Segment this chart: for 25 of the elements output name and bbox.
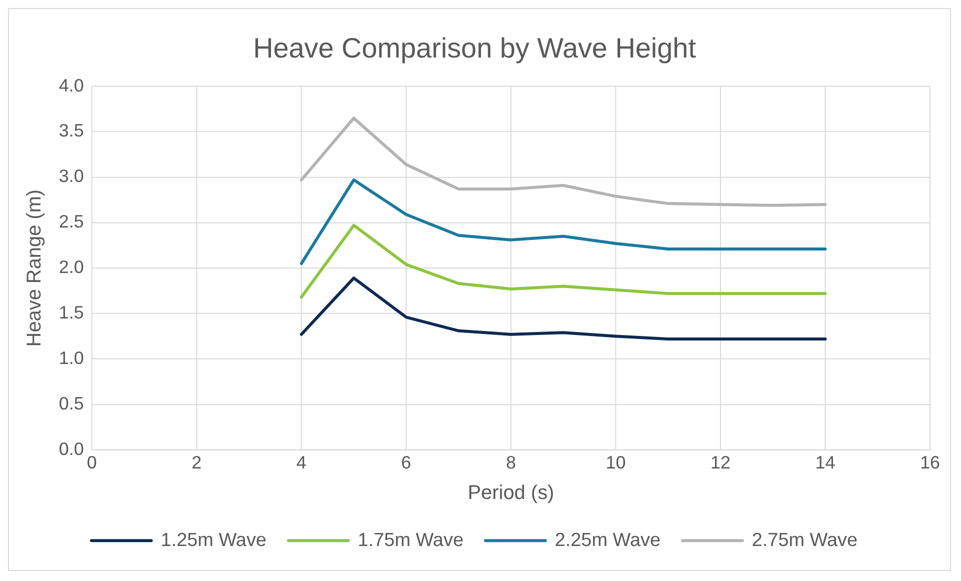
x-tick-label: 0	[86, 452, 97, 473]
y-tick-label: 0.0	[58, 438, 84, 459]
legend-label: 2.75m Wave	[752, 530, 858, 551]
x-tick-label: 8	[506, 452, 516, 473]
x-tick-label: 16	[920, 452, 940, 473]
y-tick-label: 1.5	[58, 302, 84, 322]
x-tick-label: 4	[296, 452, 306, 473]
legend-label: 2.25m Wave	[554, 530, 661, 551]
y-tick-label: 4.0	[58, 75, 84, 96]
y-tick-label: 1.0	[58, 348, 84, 368]
x-tick-label: 14	[815, 452, 836, 473]
x-tick-label: 2	[192, 452, 202, 473]
y-tick-label: 3.0	[58, 166, 84, 186]
legend-label: 1.75m Wave	[358, 530, 464, 551]
y-tick-label: 2.0	[58, 257, 84, 278]
chart-title: Heave Comparison by Wave Height	[253, 32, 696, 64]
x-tick-label: 10	[606, 452, 626, 473]
x-tick-label: 6	[401, 452, 412, 473]
legend-label: 1.25m Wave	[160, 530, 266, 551]
x-tick-label: 12	[710, 452, 730, 473]
y-axis-title: Heave Range (m)	[23, 189, 46, 347]
y-tick-label: 2.5	[58, 212, 84, 232]
y-tick-label: 0.5	[58, 393, 84, 414]
x-axis-title: Period (s)	[468, 482, 554, 504]
y-tick-label: 3.5	[58, 120, 84, 141]
